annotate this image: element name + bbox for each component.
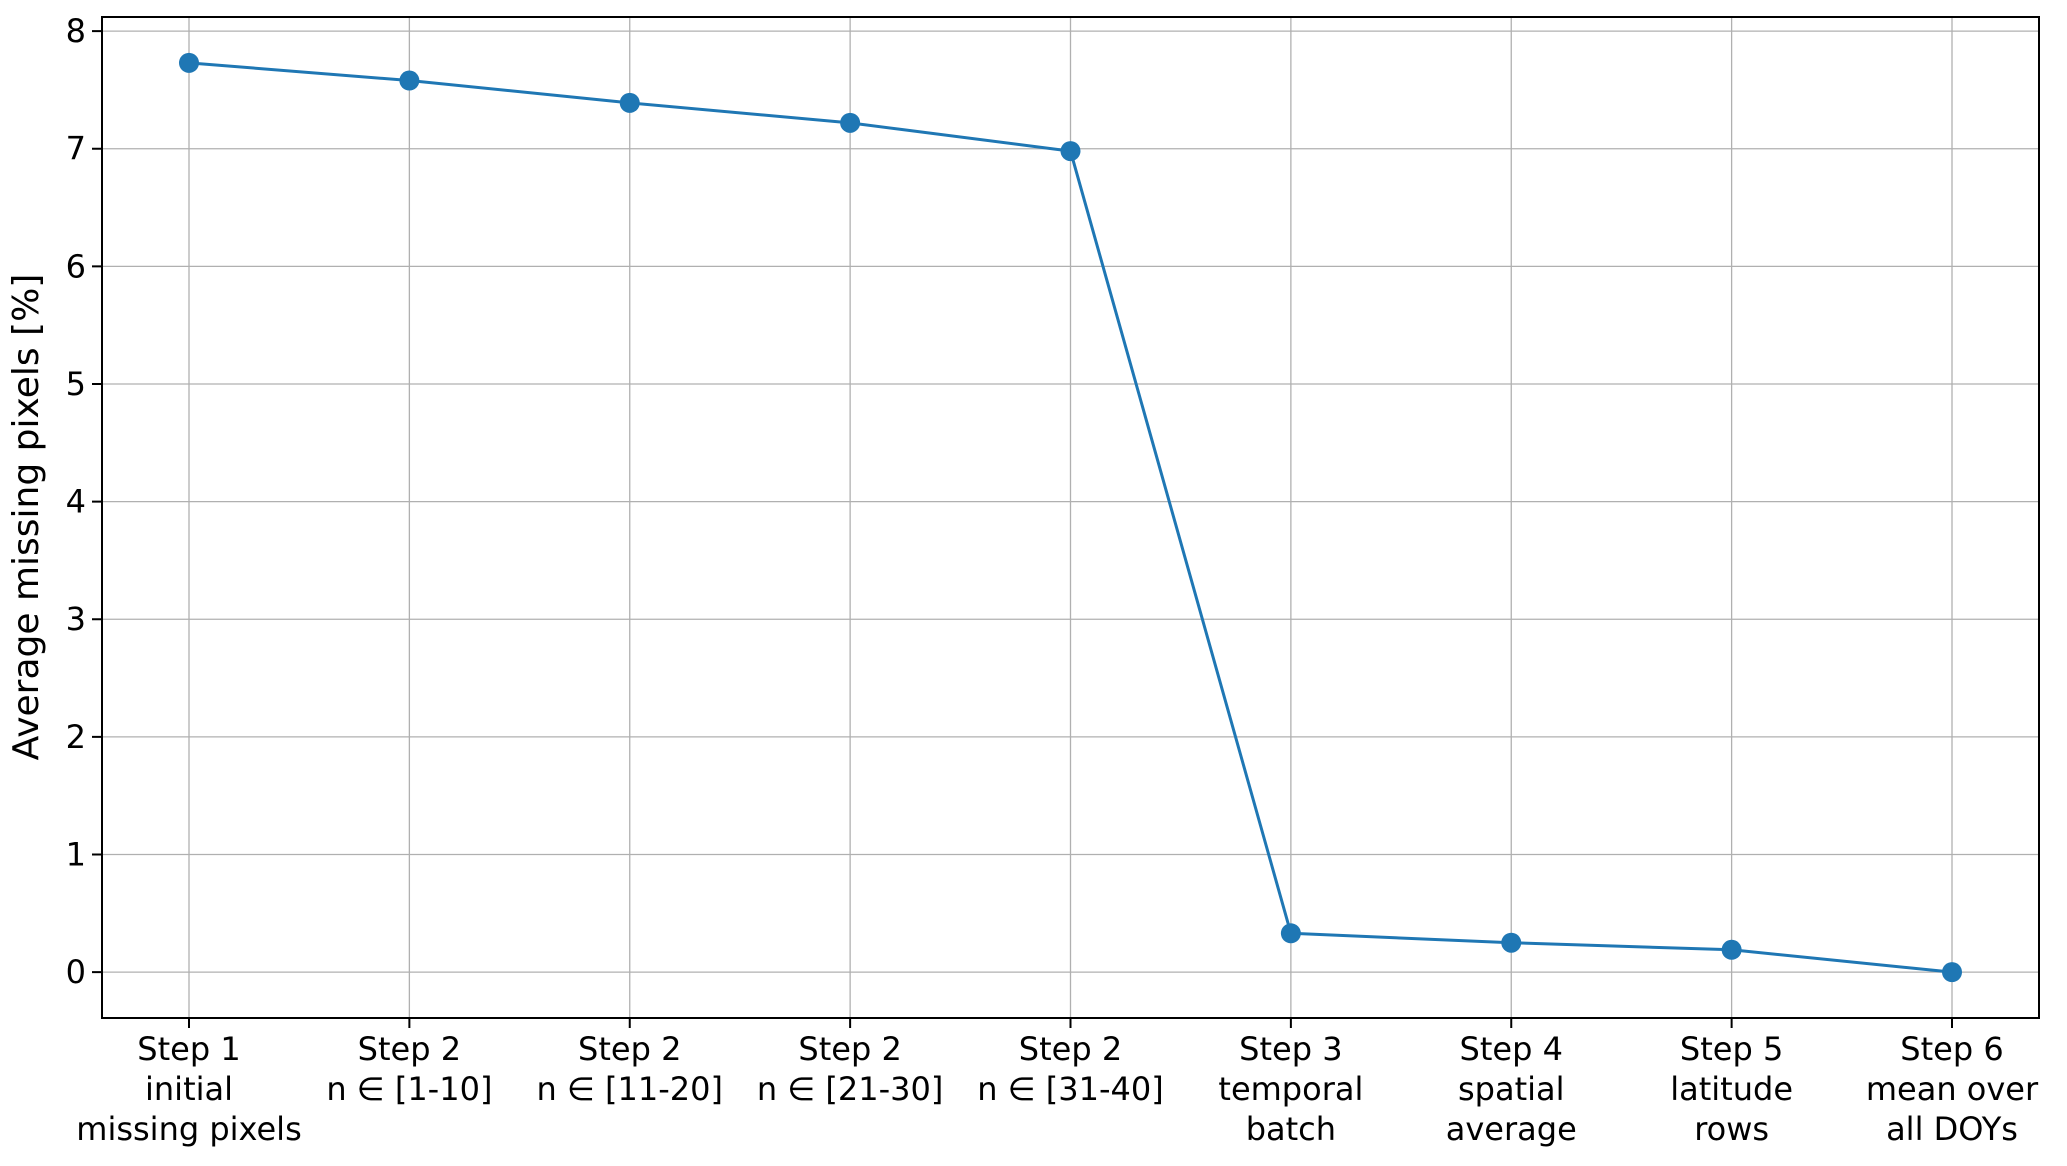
y-tick-labels: 0 1 2 3 4 5 6 7 8 — [66, 12, 86, 991]
grid-layer — [102, 17, 2039, 1018]
data-point-marker — [1280, 923, 1301, 944]
x-tick-label: Step 3 temporal batch — [1218, 1030, 1363, 1148]
y-tick-label: 3 — [66, 600, 86, 638]
x-tick-label-line: Step 2 — [578, 1030, 681, 1068]
data-series-layer — [179, 52, 1962, 983]
data-point-marker — [1942, 962, 1962, 983]
x-tick-label-line: initial — [145, 1070, 233, 1108]
y-tick-label: 4 — [66, 483, 86, 521]
x-tick-label-line: n ∈ [31-40] — [977, 1070, 1163, 1108]
x-tick-label: Step 1 initial missing pixels — [76, 1030, 301, 1148]
data-point-marker — [1721, 939, 1742, 960]
x-tick-label-line: batch — [1246, 1110, 1336, 1148]
y-tick-label: 8 — [66, 12, 86, 50]
x-tick-label-line: spatial — [1458, 1070, 1565, 1108]
x-tick-label-line: rows — [1694, 1110, 1769, 1148]
tick-marks-layer — [92, 30, 1953, 1028]
x-tick-label: Step 4 spatial average — [1446, 1030, 1577, 1148]
data-point-marker — [840, 112, 861, 133]
x-tick-label-line: average — [1446, 1110, 1577, 1148]
x-tick-label-line: Step 2 — [1019, 1030, 1122, 1068]
y-tick-label: 0 — [66, 953, 86, 991]
y-axis-label: Average missing pixels [%] — [6, 274, 47, 761]
y-tick-label: 7 — [66, 130, 86, 168]
x-tick-label-line: n ∈ [21-30] — [757, 1070, 943, 1108]
y-tick-label: 2 — [66, 718, 86, 756]
x-tick-label-line: all DOYs — [1886, 1110, 2018, 1148]
x-tick-label-line: n ∈ [1-10] — [326, 1070, 492, 1108]
data-point-marker — [399, 70, 420, 91]
x-tick-label-line: Step 1 — [137, 1030, 240, 1068]
x-tick-label-line: missing pixels — [76, 1110, 301, 1148]
x-tick-label-line: n ∈ [11-20] — [537, 1070, 723, 1108]
x-tick-label-line: Step 5 — [1680, 1030, 1783, 1068]
x-tick-label-line: latitude — [1670, 1070, 1793, 1108]
data-point-marker — [179, 52, 199, 73]
data-point-marker — [619, 92, 640, 113]
x-tick-label-line: Step 3 — [1239, 1030, 1342, 1068]
data-point-marker — [1060, 141, 1081, 162]
x-tick-label-line: Step 2 — [358, 1030, 461, 1068]
data-point-marker — [1501, 932, 1522, 953]
x-tick-label-line: Step 2 — [798, 1030, 901, 1068]
x-tick-label-line: temporal — [1218, 1070, 1363, 1108]
y-tick-label: 6 — [66, 247, 86, 285]
x-tick-label-line: mean over — [1866, 1070, 2039, 1108]
x-tick-label: Step 5 latitude rows — [1670, 1030, 1793, 1148]
x-tick-label-line: Step 6 — [1900, 1030, 2003, 1068]
x-tick-label: Step 6 mean over all DOYs — [1866, 1030, 2039, 1148]
x-tick-label-line: Step 4 — [1460, 1030, 1563, 1068]
y-tick-label: 1 — [66, 835, 86, 873]
y-tick-label: 5 — [66, 365, 86, 403]
